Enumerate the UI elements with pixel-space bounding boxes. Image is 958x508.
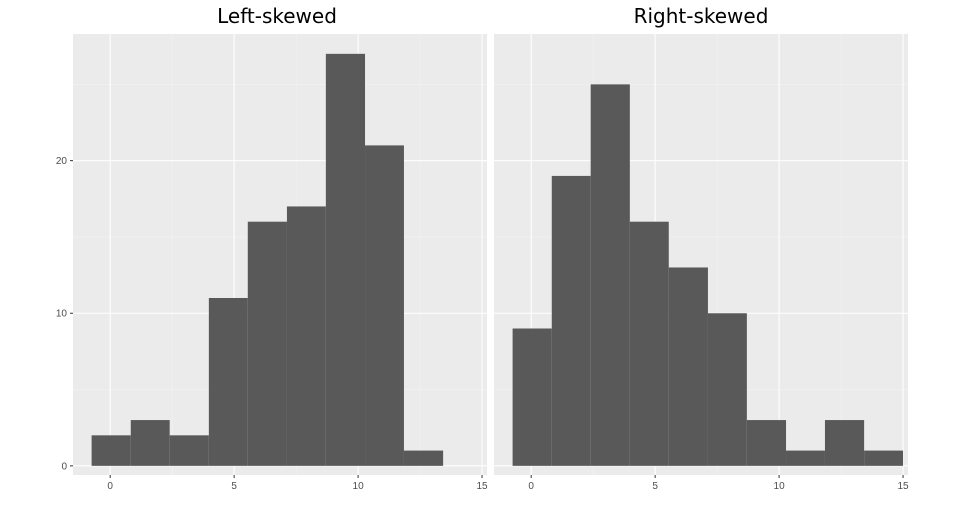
x-tick-label-left-0: 0 bbox=[107, 481, 113, 492]
panel-title-left: Left-skewed bbox=[217, 4, 337, 28]
bar-left-3 bbox=[208, 297, 248, 466]
x-tick-label-right-1: 5 bbox=[652, 481, 658, 492]
bar-left-8 bbox=[403, 450, 444, 466]
x-tick-label-right-0: 0 bbox=[528, 481, 534, 492]
y-tick-label-0: 0 bbox=[61, 461, 67, 472]
bar-right-3 bbox=[629, 221, 669, 466]
panel-left: Left-skewed 0 10 20 0 5 10 15 bbox=[56, 4, 488, 492]
x-tick-label-right-3: 15 bbox=[897, 481, 909, 492]
bars-right bbox=[512, 84, 904, 466]
bar-right-1 bbox=[551, 175, 591, 466]
bar-right-7 bbox=[786, 450, 825, 466]
bar-left-4 bbox=[247, 221, 287, 466]
panel-right: Right-skewed 0 5 10 15 bbox=[494, 4, 909, 492]
x-tick-label-left-1: 5 bbox=[231, 481, 237, 492]
y-tick-label-1: 10 bbox=[56, 309, 68, 320]
x-axis-right: 0 5 10 15 bbox=[528, 475, 909, 492]
bar-right-4 bbox=[668, 267, 708, 466]
x-tick-label-left-3: 15 bbox=[476, 481, 488, 492]
bar-right-2 bbox=[590, 84, 630, 466]
x-axis-left: 0 5 10 15 bbox=[107, 475, 488, 492]
panel-title-right: Right-skewed bbox=[634, 4, 769, 28]
bar-left-6 bbox=[325, 53, 366, 466]
bar-left-7 bbox=[365, 145, 404, 466]
x-tick-label-right-2: 10 bbox=[774, 481, 786, 492]
bar-right-9 bbox=[864, 450, 904, 466]
y-tick-label-2: 20 bbox=[56, 156, 68, 167]
bar-right-6 bbox=[746, 420, 787, 466]
bar-left-5 bbox=[286, 206, 326, 466]
x-tick-label-left-2: 10 bbox=[353, 481, 365, 492]
bar-right-8 bbox=[824, 420, 865, 466]
bar-left-1 bbox=[130, 420, 170, 466]
bar-right-0 bbox=[512, 328, 552, 466]
bar-left-0 bbox=[91, 435, 131, 466]
bar-left-2 bbox=[169, 435, 209, 466]
bars-left bbox=[91, 53, 444, 466]
bar-right-5 bbox=[707, 313, 747, 466]
y-axis-left: 0 10 20 bbox=[56, 156, 73, 472]
